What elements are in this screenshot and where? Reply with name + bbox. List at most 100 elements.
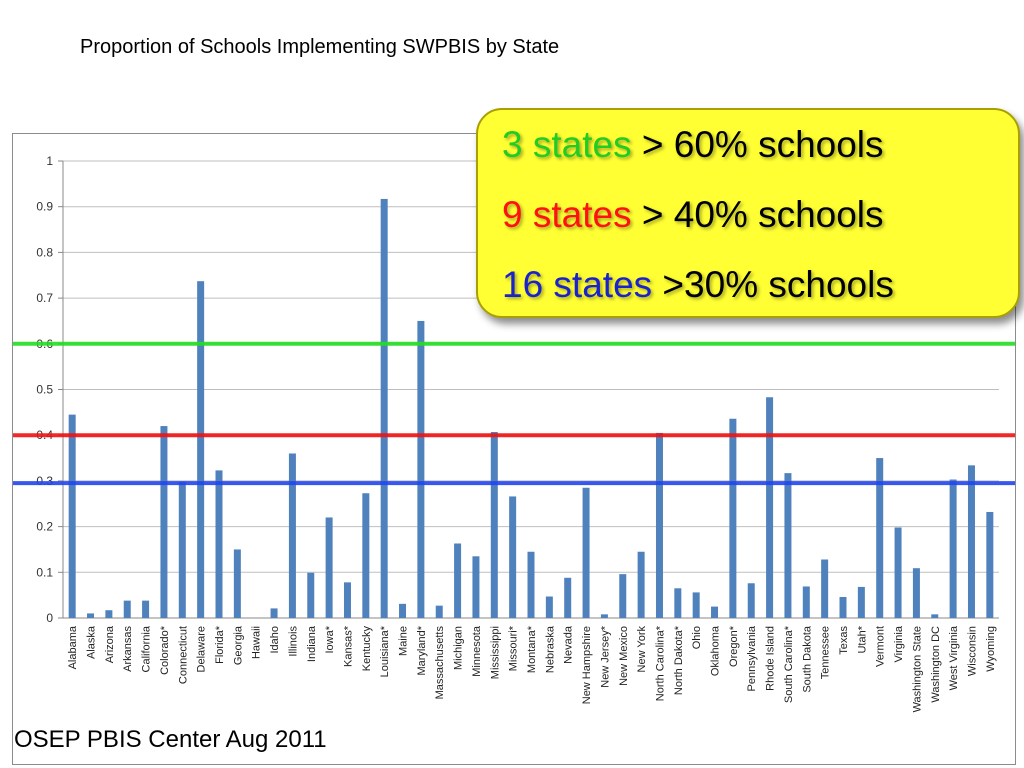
x-tick-label: Arkansas bbox=[122, 626, 134, 672]
y-tick-label: 1 bbox=[46, 154, 53, 168]
x-tick-label: North Carolina* bbox=[654, 625, 666, 701]
x-tick-label: South Dakota bbox=[801, 625, 813, 693]
bar bbox=[655, 432, 663, 618]
x-tick-label: Pennsylvania bbox=[746, 625, 758, 691]
x-tick-label: South Carolina* bbox=[783, 625, 795, 703]
slide-title: Proportion of Schools Implementing SWPBI… bbox=[80, 36, 560, 58]
bar bbox=[967, 465, 975, 618]
bar bbox=[894, 527, 902, 618]
x-tick-label: Vermont bbox=[875, 626, 887, 667]
bar bbox=[674, 588, 682, 618]
bar bbox=[821, 559, 829, 618]
y-tick-label: 0.8 bbox=[36, 245, 53, 259]
bar bbox=[142, 600, 150, 618]
x-tick-label: Arizona bbox=[104, 625, 116, 663]
x-tick-label: Virginia bbox=[893, 625, 905, 662]
x-tick-label: Montana* bbox=[526, 625, 538, 673]
x-tick-label: Georgia bbox=[232, 625, 244, 665]
bar bbox=[711, 606, 719, 618]
x-tick-label: Alaska bbox=[86, 625, 98, 659]
callout-count-60: 3 states bbox=[502, 124, 632, 165]
x-tick-label: Texas bbox=[838, 626, 850, 655]
callout-count-30: 16 states bbox=[502, 264, 653, 305]
x-tick-label: Indiana bbox=[306, 625, 318, 662]
bar bbox=[747, 583, 755, 618]
y-tick-label: 0.1 bbox=[36, 565, 53, 579]
x-tick-label: Washington State bbox=[911, 626, 923, 712]
x-tick-label: New York bbox=[636, 626, 648, 673]
x-tick-label: Nebraska bbox=[544, 625, 556, 673]
bar bbox=[490, 432, 498, 618]
bar bbox=[766, 397, 774, 618]
bar bbox=[619, 574, 627, 618]
callout-rest-60: > 60% schools bbox=[631, 124, 884, 165]
x-tick-label: Maine bbox=[398, 626, 410, 656]
x-tick-label: Ohio bbox=[691, 626, 703, 649]
bar bbox=[472, 556, 480, 618]
bar bbox=[637, 551, 645, 618]
bar bbox=[949, 479, 957, 618]
x-tick-label: New Jersey* bbox=[599, 625, 611, 687]
x-tick-label: Tennessee bbox=[820, 626, 832, 679]
y-tick-label: 0.9 bbox=[36, 200, 53, 214]
x-tick-label: Missouri* bbox=[508, 625, 520, 671]
bar bbox=[509, 496, 517, 618]
summary-callout: 3 states > 60% schools 9 states > 40% sc… bbox=[476, 108, 1020, 318]
x-tick-label: Maryland* bbox=[416, 625, 428, 675]
callout-line-40: 9 states > 40% schools bbox=[502, 194, 884, 236]
x-tick-label: Delaware bbox=[196, 626, 208, 672]
y-tick-label: 0.2 bbox=[36, 520, 53, 534]
y-tick-label: 0 bbox=[46, 611, 53, 625]
x-tick-label: Colorado* bbox=[159, 625, 171, 675]
bar bbox=[692, 592, 700, 618]
bar bbox=[986, 511, 994, 618]
bar bbox=[399, 603, 407, 618]
callout-rest-30: >30% schools bbox=[652, 264, 894, 305]
bar bbox=[178, 481, 186, 618]
bar bbox=[380, 198, 388, 618]
bar bbox=[197, 281, 205, 618]
x-tick-label: Illinois bbox=[287, 626, 299, 657]
y-tick-label: 0.3 bbox=[36, 474, 53, 488]
x-tick-label: Michigan bbox=[453, 626, 465, 670]
bar bbox=[343, 582, 351, 618]
bar bbox=[87, 613, 95, 618]
callout-line-30: 16 states >30% schools bbox=[502, 264, 894, 306]
x-tick-label: Nevada bbox=[563, 625, 575, 664]
bar bbox=[105, 610, 113, 618]
bar bbox=[454, 543, 462, 618]
bar-chart: 00.10.20.30.40.50.60.70.80.91AlabamaAlas… bbox=[13, 154, 1015, 712]
x-tick-label: Oregon* bbox=[728, 625, 740, 667]
callout-count-40: 9 states bbox=[502, 194, 632, 235]
x-tick-label: Connecticut bbox=[177, 626, 189, 684]
bar bbox=[123, 600, 131, 618]
bar bbox=[564, 577, 572, 618]
x-tick-label: Rhode Island bbox=[765, 626, 777, 691]
x-tick-label: New Mexico bbox=[618, 626, 630, 686]
source-footer: OSEP PBIS Center Aug 2011 bbox=[14, 726, 327, 753]
x-tick-label: Massachusetts bbox=[434, 626, 446, 700]
x-tick-label: Hawaii bbox=[251, 626, 263, 659]
x-tick-label: Minnesota bbox=[471, 625, 483, 677]
x-tick-label: California bbox=[141, 625, 153, 672]
bar bbox=[784, 473, 792, 618]
bar bbox=[233, 549, 241, 618]
y-tick-label: 0.7 bbox=[36, 291, 53, 305]
bar bbox=[160, 426, 168, 618]
x-tick-label: West Virginia bbox=[948, 625, 960, 690]
bar bbox=[435, 605, 443, 618]
bar bbox=[307, 572, 315, 618]
bar bbox=[527, 551, 535, 618]
bar bbox=[582, 487, 590, 618]
bar bbox=[912, 568, 920, 618]
bar bbox=[325, 517, 333, 618]
bar bbox=[931, 614, 939, 618]
x-tick-label: Wisconsin bbox=[966, 626, 978, 676]
x-tick-label: Kentucky bbox=[361, 626, 373, 672]
bar bbox=[600, 614, 608, 618]
x-tick-label: Utah* bbox=[856, 625, 868, 653]
x-tick-label: Oklahoma bbox=[710, 625, 722, 676]
x-tick-label: Wyoming bbox=[985, 626, 997, 672]
x-tick-label: Idaho bbox=[269, 626, 281, 654]
bar bbox=[729, 418, 737, 618]
